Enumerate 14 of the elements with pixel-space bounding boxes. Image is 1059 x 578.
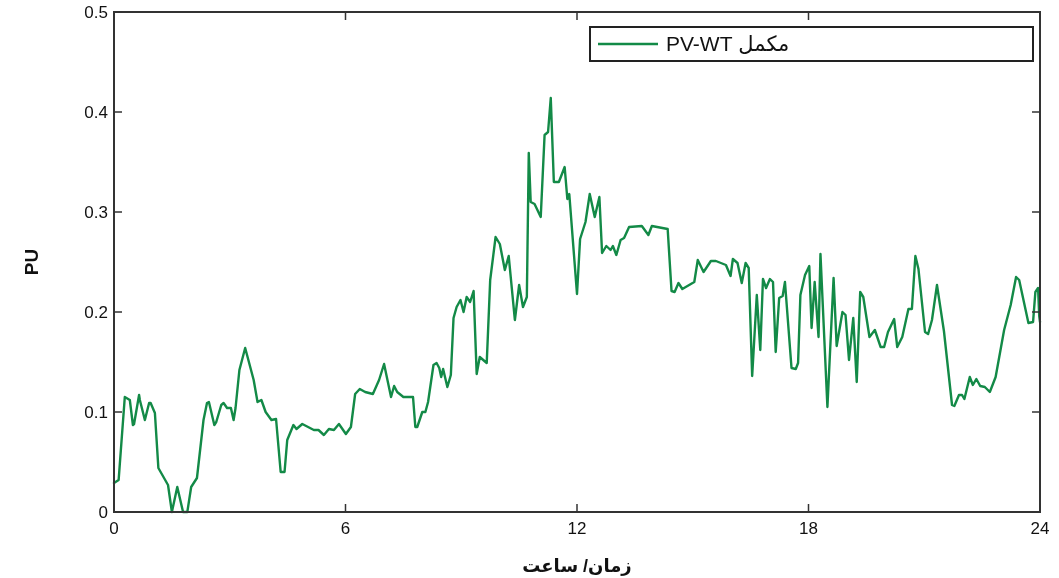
y-tick-label: 0.1 <box>84 403 108 422</box>
legend-label: مكمل PV-WT <box>666 32 790 55</box>
y-tick-label: 0.5 <box>84 3 108 22</box>
y-tick-label: 0.2 <box>84 303 108 322</box>
x-tick-label: 24 <box>1030 519 1050 538</box>
x-tick-label: 18 <box>799 519 818 538</box>
y-tick-label: 0.3 <box>84 203 108 222</box>
x-tick-label: 12 <box>567 519 587 538</box>
x-axis-title: زمان/ ساعت <box>522 556 632 576</box>
y-tick-label: 0.4 <box>84 103 108 122</box>
y-axis-title: PU <box>21 248 42 276</box>
y-tick-label: 0 <box>98 503 108 522</box>
legend: مكمل PV-WT <box>589 26 1034 62</box>
x-tick-label: 6 <box>340 519 351 538</box>
